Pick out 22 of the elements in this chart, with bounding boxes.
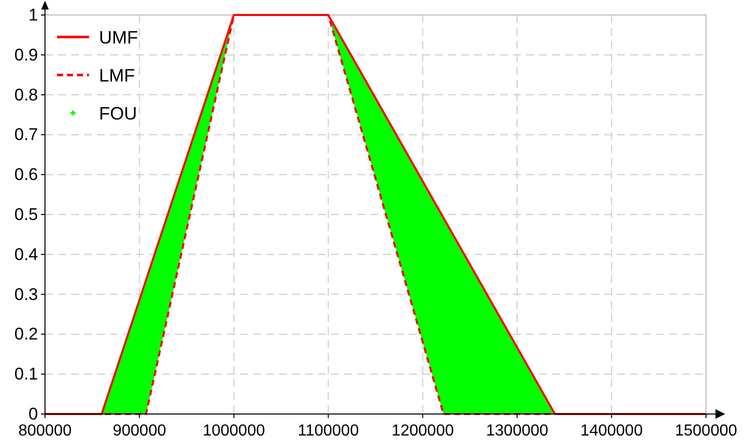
x-tick-label: 1100000 [298,422,359,440]
y-tick-label: 0.4 [14,244,38,264]
y-tick-label: 0.2 [14,324,38,344]
y-tick-label: 0.8 [14,85,38,104]
legend-label: LMF [99,65,136,86]
x-tick-label: 1500000 [674,422,738,440]
x-tick-label: 800000 [18,422,72,440]
y-tick-label: 1 [28,5,38,24]
x-tick-label: 1300000 [486,422,548,440]
y-tick-label: 0.1 [14,364,38,384]
legend-label: FOU [99,103,137,124]
y-tick-label: 0.3 [14,284,38,304]
y-tick-label: 0.5 [14,204,38,224]
x-tick-label: 900000 [112,422,166,440]
x-tick-label: 1200000 [392,422,454,440]
y-tick-label: 0.6 [14,165,38,184]
x-tick-label: 1400000 [580,422,643,440]
y-tick-label: 0.7 [14,125,38,144]
x-tick-label: 1000000 [202,422,266,440]
y-tick-label: 0.9 [14,45,38,64]
y-tick-label: 0 [28,404,38,424]
legend-label: UMF [99,27,138,48]
